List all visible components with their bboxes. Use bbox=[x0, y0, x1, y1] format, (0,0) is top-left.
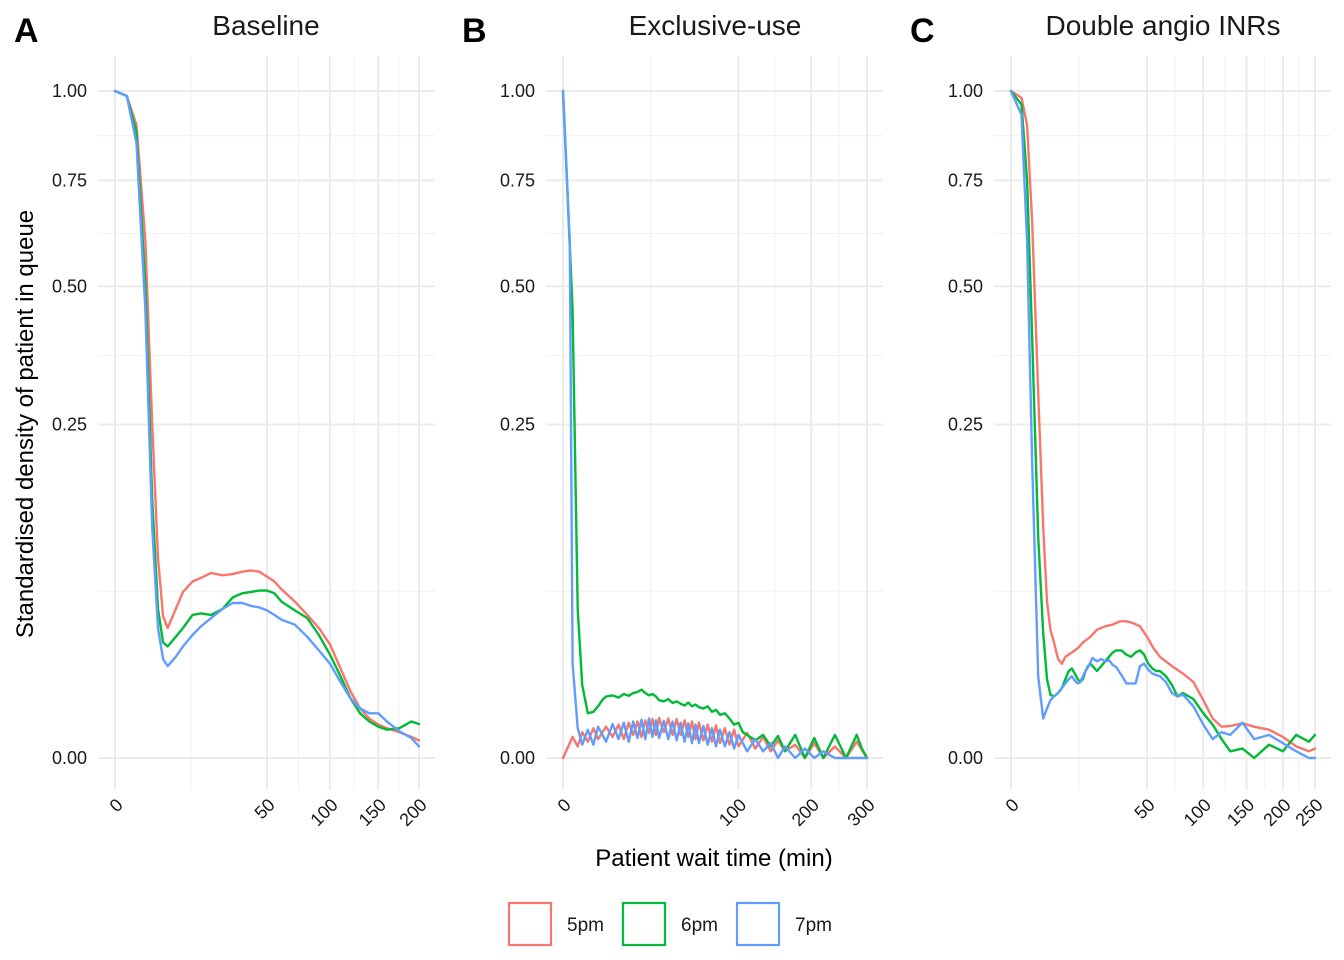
x-tick-label: 50 bbox=[251, 795, 279, 823]
panel-baseline: A Baseline 0.00 0.25 0.50 0.75 1.00 0 50 100 15… bbox=[14, 10, 435, 830]
panel-tag: B bbox=[462, 12, 487, 50]
x-tick-label: 300 bbox=[843, 795, 878, 830]
x-tick-label: 150 bbox=[1223, 795, 1258, 830]
x-tick-label: 200 bbox=[788, 795, 823, 830]
legend-key-6pm bbox=[621, 901, 667, 947]
y-axis-label: Standardised density of patient in queue bbox=[12, 210, 39, 638]
series-line-5pm bbox=[1009, 89, 1317, 753]
panel-double-angio-inrs: C Double angio INRs 0.00 0.25 0.50 0.75 1.00… bbox=[910, 10, 1331, 830]
series-line-7pm bbox=[561, 89, 869, 760]
panel-title: Double angio INRs bbox=[1045, 10, 1280, 41]
legend-label-5pm: 5pm bbox=[567, 915, 604, 936]
x-tick-label: 100 bbox=[1180, 795, 1215, 830]
x-tick-label: 250 bbox=[1291, 795, 1326, 830]
y-tick-label: 0.25 bbox=[52, 415, 87, 435]
y-tick-label: 0.25 bbox=[500, 415, 535, 435]
panel-tag: A bbox=[14, 12, 39, 50]
legend-label-6pm: 6pm bbox=[681, 915, 718, 936]
panel-title: Exclusive-use bbox=[629, 10, 802, 41]
legend-label-7pm: 7pm bbox=[795, 915, 832, 936]
legend-key-7pm bbox=[735, 901, 781, 947]
y-tick-label: 0.50 bbox=[500, 276, 535, 296]
x-tick-label: 200 bbox=[1259, 795, 1294, 830]
legend-key-5pm bbox=[507, 901, 553, 947]
series-line-7pm bbox=[1009, 89, 1317, 760]
x-axis-label: Patient wait time (min) bbox=[595, 845, 832, 872]
y-tick-label: 1.00 bbox=[52, 81, 87, 101]
y-tick-label: 0.00 bbox=[948, 748, 983, 768]
x-tick-label: 100 bbox=[306, 795, 341, 830]
y-tick-label: 0.75 bbox=[500, 170, 535, 190]
y-tick-label: 1.00 bbox=[500, 81, 535, 101]
y-tick-label: 0.00 bbox=[500, 748, 535, 768]
y-tick-label: 0.25 bbox=[948, 415, 983, 435]
panel-title: Baseline bbox=[212, 10, 319, 41]
x-tick-label: 0 bbox=[1002, 795, 1023, 816]
x-tick-label: 0 bbox=[106, 795, 127, 816]
y-tick-label: 1.00 bbox=[948, 81, 983, 101]
series-line-7pm bbox=[113, 89, 421, 748]
series-line-6pm bbox=[113, 89, 421, 731]
x-tick-label: 150 bbox=[355, 795, 390, 830]
y-tick-label: 0.75 bbox=[52, 170, 87, 190]
y-tick-label: 0.50 bbox=[52, 276, 87, 296]
legend: 5pm 6pm 7pm bbox=[507, 901, 832, 947]
x-tick-label: 100 bbox=[715, 795, 750, 830]
series-line-5pm bbox=[113, 89, 421, 742]
panel-exclusive-use: B Exclusive-use 0.00 0.25 0.50 0.75 1.00 0 10… bbox=[462, 10, 883, 830]
x-tick-label: 50 bbox=[1130, 795, 1158, 823]
x-tick-label: 0 bbox=[554, 795, 575, 816]
y-tick-label: 0.50 bbox=[948, 276, 983, 296]
series-line-5pm bbox=[561, 716, 869, 760]
x-tick-label: 200 bbox=[395, 795, 430, 830]
panel-tag: C bbox=[910, 12, 935, 50]
y-tick-label: 0.75 bbox=[948, 170, 983, 190]
y-tick-label: 0.00 bbox=[52, 748, 87, 768]
